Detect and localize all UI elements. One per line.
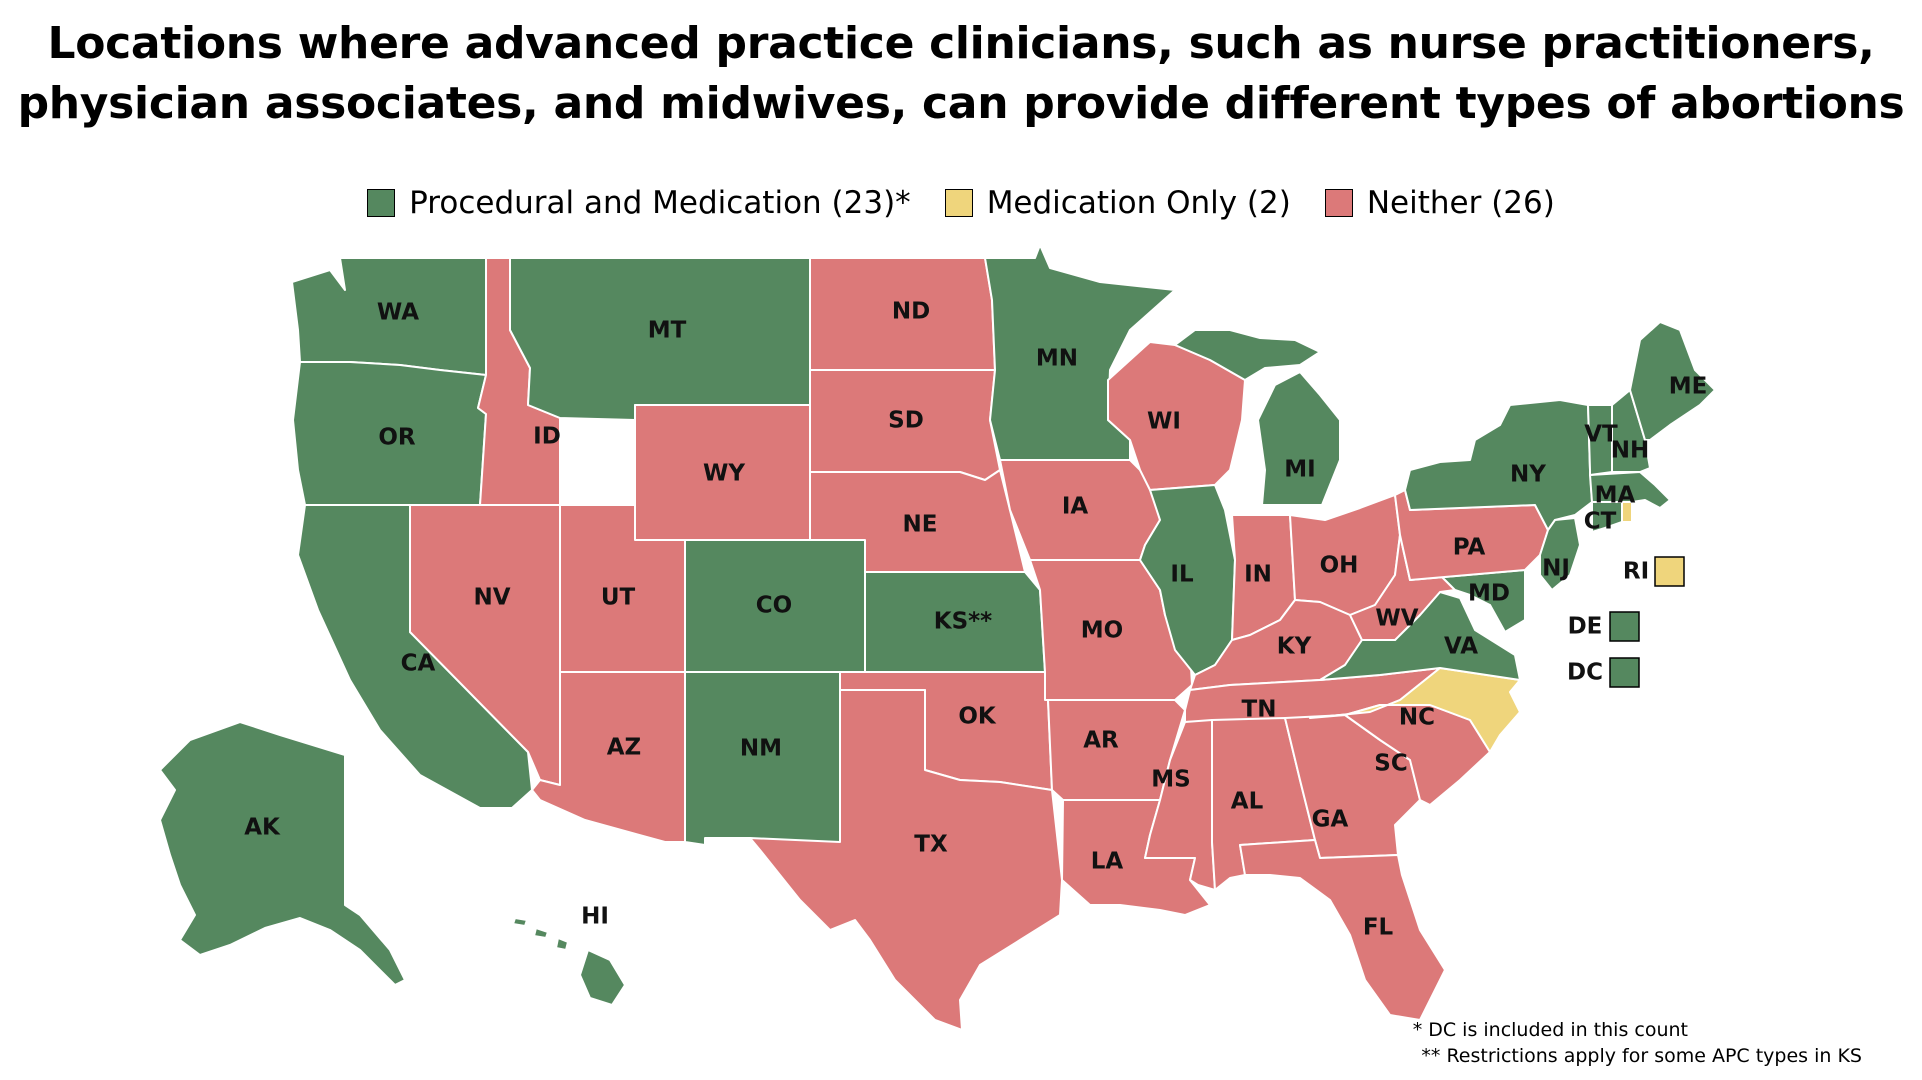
label-dc: DC bbox=[1567, 660, 1603, 686]
label-md: MD bbox=[1468, 581, 1510, 607]
label-wi: WI bbox=[1147, 409, 1181, 435]
label-sd: SD bbox=[888, 408, 924, 434]
state-vt bbox=[1587, 404, 1613, 476]
state-il bbox=[1139, 484, 1236, 676]
label-ms: MS bbox=[1151, 767, 1190, 793]
label-ar: AR bbox=[1083, 728, 1119, 754]
legend-item-both: Procedural and Medication (23)* bbox=[367, 185, 911, 221]
label-ut: UT bbox=[601, 585, 636, 611]
label-co: CO bbox=[756, 593, 792, 619]
label-ca: CA bbox=[401, 651, 436, 677]
state-fl bbox=[1239, 839, 1446, 1021]
label-mo: MO bbox=[1081, 618, 1123, 644]
state-nj bbox=[1539, 517, 1581, 591]
label-ia: IA bbox=[1062, 494, 1089, 520]
state-me bbox=[1629, 321, 1716, 441]
legend-label-med: Medication Only (2) bbox=[986, 185, 1291, 221]
title-line-2: physician associates, and midwives, can … bbox=[17, 78, 1905, 129]
state-mi-up bbox=[1174, 329, 1321, 381]
title-line-1: Locations where advanced practice clinic… bbox=[47, 18, 1875, 69]
legend-swatch-neither bbox=[1324, 189, 1353, 217]
label-id: ID bbox=[533, 424, 561, 450]
label-pa: PA bbox=[1453, 535, 1486, 561]
label-il: IL bbox=[1170, 562, 1194, 588]
label-ak: AK bbox=[244, 815, 281, 841]
state-md bbox=[1409, 569, 1526, 633]
label-tx: TX bbox=[914, 832, 948, 858]
label-hi: HI bbox=[581, 904, 609, 930]
legend-item-neither: Neither (26) bbox=[1324, 185, 1555, 221]
label-mt: MT bbox=[648, 318, 687, 344]
label-ga: GA bbox=[1312, 807, 1349, 833]
label-ri: RI bbox=[1623, 559, 1649, 585]
legend: Procedural and Medication (23)* Medicati… bbox=[0, 185, 1922, 221]
label-ky: KY bbox=[1277, 634, 1312, 660]
state-ak bbox=[159, 721, 406, 986]
state-hi bbox=[512, 917, 626, 1006]
label-tn: TN bbox=[1242, 697, 1277, 723]
label-mi: MI bbox=[1284, 457, 1315, 483]
legend-swatch-med bbox=[944, 189, 973, 217]
label-ks: KS** bbox=[934, 609, 992, 635]
label-nv: NV bbox=[473, 585, 510, 611]
label-or: OR bbox=[378, 425, 416, 451]
label-al: AL bbox=[1231, 789, 1264, 815]
legend-item-med: Medication Only (2) bbox=[944, 185, 1291, 221]
label-oh: OH bbox=[1320, 553, 1359, 579]
label-ok: OK bbox=[958, 704, 997, 730]
label-fl: FL bbox=[1363, 915, 1394, 941]
label-ma: MA bbox=[1595, 483, 1636, 509]
footnote-2: ** Restrictions apply for some APC types… bbox=[1421, 1045, 1862, 1067]
label-me: ME bbox=[1669, 374, 1708, 400]
label-wv: WV bbox=[1375, 606, 1418, 632]
state-ms bbox=[1144, 719, 1216, 891]
label-nc: NC bbox=[1399, 705, 1435, 731]
label-de: DE bbox=[1568, 614, 1603, 640]
state-nc bbox=[1309, 667, 1521, 753]
state-ne bbox=[809, 469, 1026, 573]
legend-label-neither: Neither (26) bbox=[1366, 185, 1555, 221]
label-wy: WY bbox=[703, 461, 745, 487]
label-in: IN bbox=[1244, 562, 1272, 588]
label-vt: VT bbox=[1584, 422, 1618, 448]
label-wa: WA bbox=[377, 300, 419, 326]
label-va: VA bbox=[1444, 634, 1478, 660]
label-nh: NH bbox=[1611, 438, 1650, 464]
legend-swatch-both bbox=[367, 189, 396, 217]
label-nj: NJ bbox=[1542, 556, 1570, 582]
label-sc: SC bbox=[1374, 751, 1407, 777]
state-ma bbox=[1589, 471, 1671, 509]
state-mi bbox=[1257, 371, 1341, 506]
label-mn: MN bbox=[1036, 346, 1078, 372]
box-de bbox=[1609, 611, 1640, 642]
box-dc bbox=[1609, 657, 1640, 688]
box-ri bbox=[1654, 556, 1685, 587]
label-ct: CT bbox=[1584, 509, 1617, 535]
label-nd: ND bbox=[892, 299, 930, 325]
map-title: Locations where advanced practice clinic… bbox=[0, 14, 1922, 134]
label-az: AZ bbox=[607, 735, 641, 761]
footnote-1: * DC is included in this count bbox=[1412, 1019, 1688, 1041]
label-ny: NY bbox=[1510, 462, 1546, 488]
legend-label-both: Procedural and Medication (23)* bbox=[409, 185, 911, 221]
label-la: LA bbox=[1091, 849, 1124, 875]
label-ne: NE bbox=[903, 512, 938, 538]
state-tx bbox=[749, 689, 1063, 1031]
label-nm: NM bbox=[740, 736, 782, 762]
